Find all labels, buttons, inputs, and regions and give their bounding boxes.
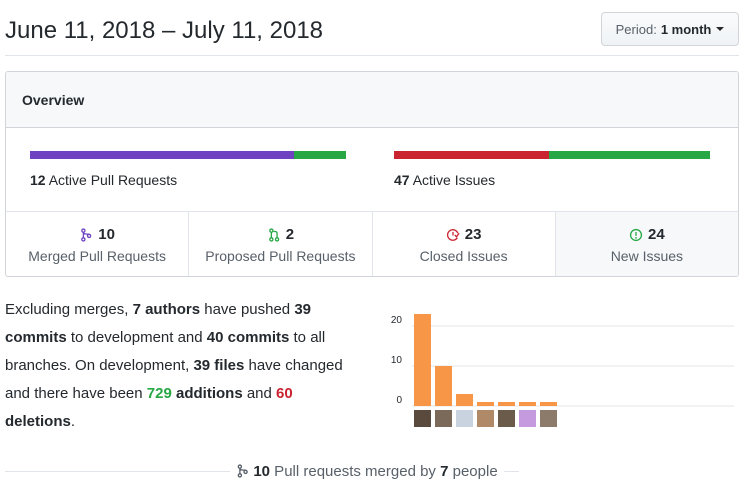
commit-bar[interactable] <box>414 314 431 406</box>
summary-text: and <box>242 385 277 402</box>
y-tick-label: 0 <box>396 395 402 406</box>
git-merge-icon <box>237 464 249 478</box>
avatar[interactable] <box>477 410 494 427</box>
summary-text: . <box>70 413 76 430</box>
merged-pull-requests-label: Merged Pull Requests <box>28 248 166 264</box>
issue-closed-icon <box>446 228 460 241</box>
avatar[interactable] <box>414 410 431 427</box>
avatar[interactable] <box>540 410 557 427</box>
footer-text: Pull requests merged by <box>270 463 441 480</box>
commits-to-development: 39 commits <box>5 301 312 346</box>
authors-count[interactable]: 7 authors <box>132 301 201 318</box>
people-count: 7 <box>440 463 449 480</box>
new-issues-label: New Issues <box>610 248 684 264</box>
avatar[interactable] <box>519 410 536 427</box>
merged-segment <box>30 151 294 159</box>
summary-text: have pushed <box>200 301 295 318</box>
footer-text: people <box>448 463 498 480</box>
overview-stats-row: 10 Merged Pull Requests 2 Proposed Pull … <box>6 212 738 276</box>
summary-text: to development and <box>66 329 207 346</box>
avatar[interactable] <box>456 410 473 427</box>
active-issues-label: Active Issues <box>412 172 496 188</box>
summary-text: have changed and there have been <box>5 357 343 402</box>
chevron-down-icon <box>716 27 725 31</box>
merged-pull-requests-count: 10 <box>98 226 115 243</box>
additions-label: additions <box>171 385 243 402</box>
stat-proposed-pull-requests[interactable]: 2 Proposed Pull Requests <box>189 212 373 276</box>
active-pull-requests-label: Active Pull Requests <box>48 172 178 188</box>
new-issues-count: 24 <box>648 226 665 243</box>
deletions-label: deletions <box>5 413 71 430</box>
page-header: June 11, 2018 – July 11, 2018 Period: 1 … <box>5 8 739 56</box>
issues-summary[interactable]: 47 Active Issues <box>394 151 710 188</box>
proposed-pull-requests-label: Proposed Pull Requests <box>205 248 356 264</box>
date-range-title: June 11, 2018 – July 11, 2018 <box>5 17 324 44</box>
files-changed: 39 files <box>193 357 245 374</box>
avatar[interactable] <box>498 410 515 427</box>
commits-by-author-chart: 0 10 20 <box>391 314 734 427</box>
commit-bar[interactable] <box>477 402 494 406</box>
active-pull-requests-count: 12 <box>30 172 46 188</box>
commits-to-all-branches: 40 commits <box>206 329 290 346</box>
closed-issues-label: Closed Issues <box>419 248 508 264</box>
period-label: Period: <box>615 21 657 37</box>
y-tick-label: 20 <box>391 315 403 326</box>
commit-bar[interactable] <box>519 402 536 406</box>
new-segment <box>548 151 710 159</box>
active-issues-count: 47 <box>394 172 410 188</box>
commit-bar[interactable] <box>540 402 557 406</box>
overview-summary-row: 12 Active Pull Requests 47 Active Issues <box>6 128 738 212</box>
overview-title: Overview <box>6 72 738 128</box>
stat-new-issues[interactable]: 24 New Issues <box>555 212 738 276</box>
period-value: 1 month <box>660 21 712 37</box>
merged-pull-requests-footer: 10 Pull requests merged by 7 people <box>0 463 744 480</box>
closed-issues-count: 23 <box>464 226 482 243</box>
open-segment <box>293 151 346 159</box>
issues-progress-bar <box>394 151 710 159</box>
proposed-pull-requests-count: 2 <box>285 226 295 243</box>
closed-segment <box>394 151 549 159</box>
additions-count: 729 <box>146 385 172 402</box>
summary-text: to all branches. On development, <box>5 329 326 374</box>
commit-bar[interactable] <box>456 394 473 406</box>
stat-merged-pull-requests[interactable]: 10 Merged Pull Requests <box>6 212 190 276</box>
deletions-count: 60 <box>276 385 293 402</box>
pull-requests-progress-bar <box>30 151 346 159</box>
period-select-button[interactable]: Period: 1 month <box>601 12 739 46</box>
avatar[interactable] <box>435 410 452 427</box>
pull-requests-summary[interactable]: 12 Active Pull Requests <box>30 151 346 188</box>
git-merge-icon <box>81 227 92 242</box>
y-tick-label: 10 <box>391 355 403 366</box>
summary-text: Excluding merges, <box>5 301 133 318</box>
commit-summary-text: Excluding merges, 7 authors have pushed … <box>5 296 365 436</box>
issue-opened-icon <box>629 228 643 241</box>
overview-panel: Overview 12 Active Pull Requests 47 Acti… <box>5 71 739 277</box>
commit-bar[interactable] <box>498 402 515 406</box>
merged-count: 10 <box>253 463 271 480</box>
commit-bar[interactable] <box>435 366 452 406</box>
stat-closed-issues[interactable]: 23 Closed Issues <box>373 212 556 276</box>
git-pull-request-icon <box>268 227 279 242</box>
